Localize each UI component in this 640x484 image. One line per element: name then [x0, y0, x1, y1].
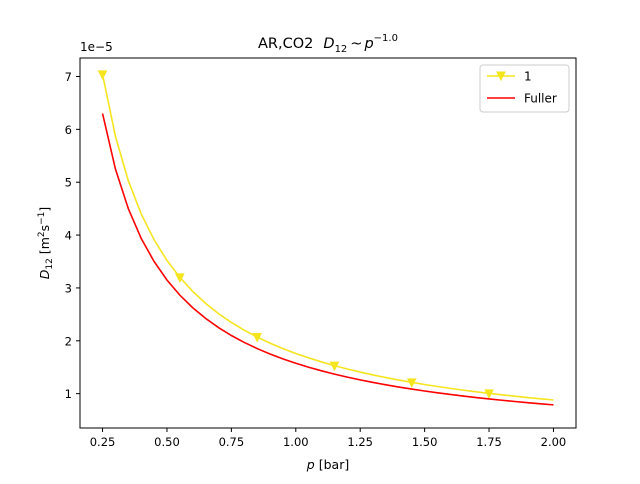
chart-title: AR,CO2 D12 ~ p−1.0 [258, 33, 398, 55]
x-tick-label: 0.75 [219, 435, 245, 449]
y-axis-label-var: D [37, 269, 52, 279]
legend-label-series-2: Fuller [524, 92, 557, 106]
chart-title-formula-rel: ~ [350, 36, 362, 52]
series-group [97, 70, 554, 406]
series-1-marker [175, 273, 185, 283]
y-axis-label: D12 [m2s−1] [37, 207, 55, 280]
x-tick-label: 0.25 [90, 435, 116, 449]
y-tick-label: 1 [65, 387, 72, 401]
y-tick-label: 7 [65, 70, 72, 84]
series-1-marker [252, 333, 262, 343]
series-1-marker [406, 378, 417, 388]
legend: 1 Fuller [479, 64, 570, 113]
chart-title-formula-sub: 12 [335, 44, 348, 55]
y-axis: 1 2 3 4 5 6 7 [65, 70, 80, 401]
y-axis-label-unit-open: [m [37, 237, 52, 254]
x-tick-label: 0.50 [154, 435, 180, 449]
series-line-2 [101, 113, 554, 406]
plot-frame [79, 57, 577, 429]
y-axis-label-unit-sq: 2 [37, 231, 47, 237]
chart-title-formula-base: D [323, 36, 334, 52]
chart-title-formula-exp: −1.0 [374, 33, 398, 44]
series-1-marker [97, 70, 108, 81]
legend-label-series-1: 1 [524, 70, 532, 84]
y-axis-label-unit-close: ] [37, 207, 52, 212]
y-axis-label-unit-mid: s [37, 225, 52, 232]
series-1-marker [329, 361, 340, 372]
chart-title-formula-var: p [363, 36, 373, 52]
x-axis-label-var: p [306, 457, 315, 472]
legend-marker-series-1 [496, 71, 506, 82]
x-tick-label: 1.50 [412, 435, 438, 449]
y-tick-label: 3 [65, 281, 72, 295]
x-tick-label: 1.25 [347, 435, 373, 449]
x-axis-label: p [bar] [306, 457, 349, 472]
series-1-marker [484, 389, 494, 399]
y-offset-label: 1e−5 [80, 40, 113, 54]
chart-title-prefix: AR,CO2 [258, 36, 313, 52]
y-tick-label: 2 [65, 334, 72, 348]
x-tick-label: 1.75 [476, 435, 502, 449]
x-axis-label-unit: [bar] [319, 457, 350, 472]
y-axis-label-sub: 12 [45, 258, 55, 269]
x-tick-label: 1.00 [283, 435, 309, 449]
y-tick-label: 5 [65, 176, 72, 190]
y-tick-label: 4 [65, 229, 72, 243]
x-axis: 0.25 0.50 0.75 1.00 1.25 1.50 1.75 2.00 [90, 428, 567, 449]
y-axis-label-unit-exp: −1 [37, 212, 47, 225]
y-tick-label: 6 [65, 123, 72, 137]
x-tick-label: 2.00 [541, 435, 567, 449]
